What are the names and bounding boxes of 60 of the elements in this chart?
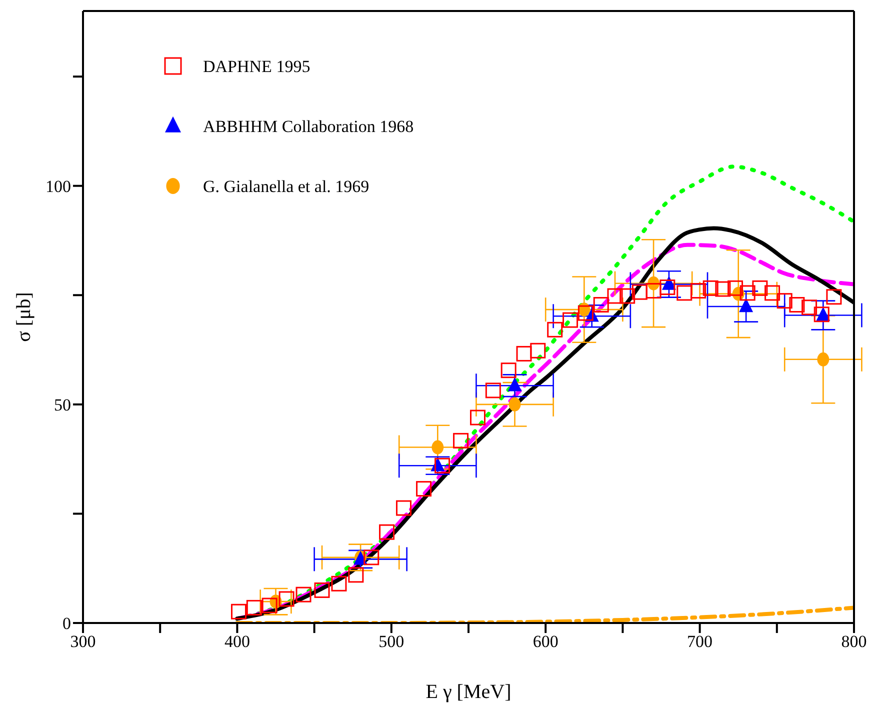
point bbox=[416, 481, 432, 497]
point bbox=[331, 576, 347, 592]
point bbox=[278, 591, 294, 607]
point bbox=[470, 410, 486, 426]
point bbox=[817, 352, 830, 366]
point bbox=[728, 280, 744, 296]
point bbox=[764, 285, 780, 301]
point bbox=[396, 500, 412, 516]
point bbox=[500, 362, 516, 378]
y-tick-label: 100 bbox=[46, 176, 71, 196]
x-axis-title: E γ [MeV] bbox=[426, 681, 512, 703]
point bbox=[646, 283, 662, 299]
point bbox=[578, 305, 594, 321]
x-tick-label: 800 bbox=[841, 632, 867, 652]
y-axis-title: σ [μb] bbox=[13, 292, 36, 342]
point bbox=[453, 432, 469, 448]
point bbox=[508, 377, 522, 392]
x-tick-label: 300 bbox=[70, 632, 96, 652]
legend-label: DAPHNE 1995 bbox=[203, 57, 310, 76]
point bbox=[516, 346, 532, 362]
point bbox=[530, 342, 546, 358]
point bbox=[752, 280, 768, 296]
point bbox=[607, 288, 623, 304]
point bbox=[364, 550, 380, 566]
point bbox=[620, 288, 636, 304]
y-tick-label: 0 bbox=[62, 614, 71, 634]
line-series bbox=[235, 606, 854, 623]
legend-label: G. Gialanella et al. 1969 bbox=[203, 177, 370, 196]
point bbox=[547, 322, 563, 338]
point bbox=[485, 382, 501, 398]
x-tick-label: 600 bbox=[532, 632, 558, 652]
point bbox=[314, 582, 330, 598]
point bbox=[702, 280, 718, 296]
point bbox=[676, 285, 692, 301]
point bbox=[562, 312, 578, 328]
legend-label: ABBHHM Collaboration 1968 bbox=[203, 117, 414, 136]
point bbox=[776, 293, 792, 309]
point bbox=[802, 300, 818, 316]
point bbox=[434, 458, 450, 474]
point bbox=[230, 604, 246, 620]
point bbox=[379, 524, 395, 540]
y-tick-label: 50 bbox=[54, 395, 71, 414]
point bbox=[715, 281, 731, 297]
x-tick-label: 700 bbox=[687, 632, 713, 652]
x-tick-label: 400 bbox=[224, 632, 250, 652]
point bbox=[826, 289, 842, 305]
point bbox=[789, 297, 805, 313]
point bbox=[660, 280, 676, 296]
point bbox=[739, 298, 754, 312]
point bbox=[632, 284, 648, 300]
point bbox=[593, 297, 609, 313]
point bbox=[432, 440, 444, 454]
point bbox=[262, 598, 278, 614]
x-tick-label: 500 bbox=[378, 632, 404, 652]
point bbox=[246, 600, 262, 616]
point bbox=[508, 397, 521, 412]
point bbox=[296, 586, 312, 602]
point bbox=[740, 285, 756, 301]
point bbox=[690, 283, 706, 299]
point bbox=[348, 567, 364, 583]
